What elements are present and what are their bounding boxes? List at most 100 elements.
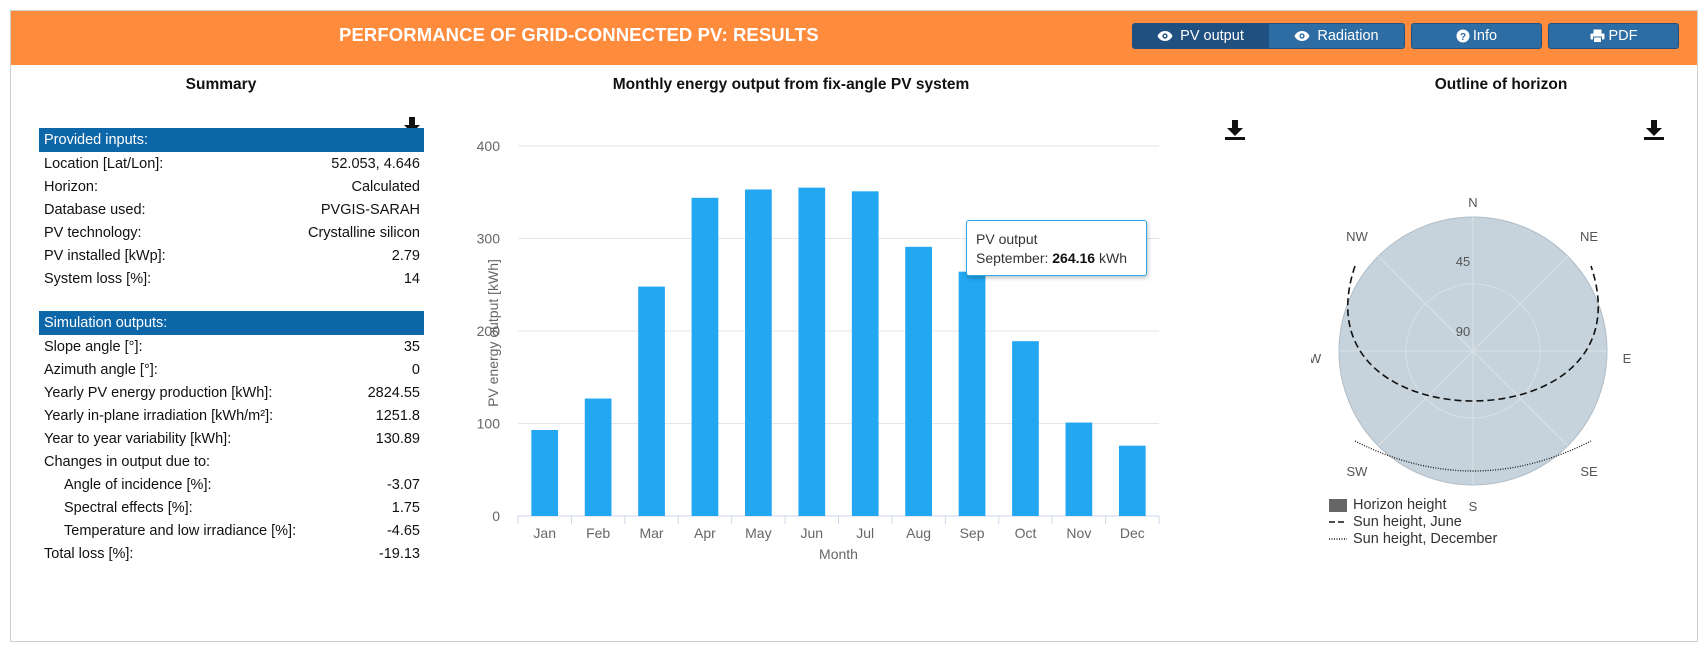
spoke — [1472, 350, 1569, 447]
spoke — [1377, 350, 1474, 447]
x-tick-label: Jan — [533, 525, 556, 541]
summary-row-value: -4.65 — [386, 523, 420, 539]
y-tick-label: 300 — [477, 231, 501, 247]
summary-row-label: Azimuth angle [°]: — [44, 362, 158, 378]
legend-sun-june: Sun height, June — [1329, 513, 1462, 531]
summary-row: System loss [%]: 14 — [44, 268, 420, 290]
y-tick-label: 200 — [477, 323, 501, 339]
radiation-label: Radiation — [1317, 28, 1379, 44]
tooltip-body: September: 264.16 kWh — [976, 249, 1137, 268]
eye-icon — [1294, 31, 1310, 41]
summary-row-label: Year to year variability [kWh]: — [44, 431, 232, 447]
x-tick-label: Jul — [856, 525, 874, 541]
x-tick-label: Oct — [1015, 525, 1037, 541]
summary-row: Spectral effects [%]: 1.75 — [44, 497, 420, 519]
bar — [1118, 445, 1146, 516]
tooltip-month: September: — [976, 250, 1049, 266]
y-axis-label: PV energy output [kWh] — [485, 259, 501, 407]
summary-row-value: Crystalline silicon — [307, 225, 420, 241]
summary-row: Azimuth angle [°]: 0 — [44, 359, 420, 381]
compass-label-s: S — [1469, 499, 1478, 514]
x-tick-label: Sep — [960, 525, 985, 541]
summary-row-label: Changes in output due to: — [44, 454, 211, 470]
compass-label-w: W — [1311, 351, 1322, 366]
bar — [958, 271, 986, 516]
summary-row-label: Location [Lat/Lon]: — [44, 156, 164, 172]
tooltip-value: 264.16 — [1052, 250, 1096, 266]
horizon-title: Outline of horizon — [1434, 76, 1568, 93]
bar — [1012, 341, 1039, 516]
summary-row-label: Spectral effects [%]: — [64, 500, 193, 516]
summary-row-value: 52.053, 4.646 — [331, 156, 420, 172]
tooltip-series: PV output — [976, 231, 1038, 247]
x-tick-label: Dec — [1120, 525, 1145, 541]
summary-row-label: Database used: — [44, 202, 146, 218]
summary-row: Slope angle [°]: 35 — [44, 336, 420, 358]
legend-horizon-height: Horizon height — [1329, 496, 1447, 514]
summary-row-value: 130.89 — [375, 431, 420, 447]
summary-row-value: 2.79 — [391, 248, 420, 264]
x-tick-label: Mar — [639, 525, 663, 541]
y-tick-label: 400 — [477, 138, 501, 154]
dashed-line-icon — [1329, 521, 1347, 523]
y-tick-label: 0 — [492, 508, 500, 524]
x-axis-label: Month — [819, 546, 858, 562]
pv-output-label: PV output — [1180, 28, 1244, 44]
bar — [745, 189, 772, 516]
summary-row-value: 0 — [411, 362, 420, 378]
outputs-heading: Simulation outputs: — [39, 311, 424, 335]
tooltip-unit: kWh — [1098, 250, 1127, 266]
monthly-output-chart: 0 100 200 300 400 Jan Feb Mar Apr May Jun Jul Aug Sep… — [477, 138, 1160, 562]
summary-row-label: System loss [%]: — [44, 271, 152, 287]
bar — [851, 191, 879, 516]
spoke — [1377, 255, 1474, 352]
summary-row-label: Slope angle [°]: — [44, 339, 143, 355]
legend-label: Sun height, June — [1353, 514, 1462, 530]
inputs-heading: Provided inputs: — [39, 128, 424, 152]
summary-row-value: Calculated — [351, 179, 420, 195]
summary-row: Yearly PV energy production [kWh]: 2824.5… — [44, 382, 420, 404]
results-header: PERFORMANCE OF GRID-CONNECTED PV: RESULT… — [11, 11, 1697, 65]
summary-row-value: PVGIS-SARAH — [320, 202, 420, 218]
summary-row-value: 2824.55 — [367, 385, 420, 401]
radiation-button[interactable]: Radiation — [1268, 23, 1405, 49]
summary-row: Horizon: Calculated — [44, 176, 420, 198]
chart-title: Monthly energy output from fix-angle PV … — [612, 76, 970, 93]
summary-row: Database used: PVGIS-SARAH — [44, 199, 420, 221]
info-button[interactable]: ? Info — [1411, 23, 1542, 49]
pdf-button[interactable]: PDF — [1548, 23, 1679, 49]
question-circle-icon: ? — [1456, 29, 1470, 43]
pdf-label: PDF — [1608, 28, 1638, 44]
pv-output-button[interactable]: PV output — [1132, 23, 1269, 49]
x-tick-label: Feb — [586, 525, 610, 541]
x-tick-label: Aug — [906, 525, 931, 541]
summary-row: Temperature and low irradiance [%]: -4.65 — [44, 520, 420, 542]
x-tick-label: Nov — [1066, 525, 1091, 541]
svg-text:?: ? — [1460, 32, 1466, 43]
bar — [798, 187, 826, 516]
x-tick-label: Jun — [801, 525, 824, 541]
summary-row: Angle of incidence [%]: -3.07 — [44, 474, 420, 496]
download-icon[interactable] — [1643, 119, 1665, 141]
summary-row-label: Yearly in-plane irradiation [kWh/m²]: — [44, 408, 274, 424]
summary-row-label: Temperature and low irradiance [%]: — [64, 523, 297, 539]
bar — [905, 246, 932, 516]
legend-sun-december: Sun height, December — [1329, 530, 1497, 548]
compass-label-ne: NE — [1580, 229, 1598, 244]
results-panel: PERFORMANCE OF GRID-CONNECTED PV: RESULT… — [10, 10, 1698, 642]
printer-icon — [1590, 29, 1604, 43]
summary-row-label: Yearly PV energy production [kWh]: — [44, 385, 273, 401]
download-icon[interactable] — [1224, 119, 1246, 141]
x-tick-label: May — [745, 525, 771, 541]
view-toggle-group: PV output Radiation — [1132, 23, 1405, 49]
compass-label-nw: NW — [1346, 229, 1368, 244]
summary-row-label: PV installed [kWp]: — [44, 248, 166, 264]
sun-path-june — [1347, 265, 1599, 402]
summary-row-value: 14 — [403, 271, 420, 287]
compass-label-e: E — [1623, 351, 1632, 366]
summary-row-value: -19.13 — [378, 546, 420, 562]
summary-row-value: 1251.8 — [375, 408, 420, 424]
compass-label-se: SE — [1580, 464, 1598, 479]
summary-row: Year to year variability [kWh]: 130.89 — [44, 428, 420, 450]
page-title: PERFORMANCE OF GRID-CONNECTED PV: RESULT… — [339, 24, 819, 45]
